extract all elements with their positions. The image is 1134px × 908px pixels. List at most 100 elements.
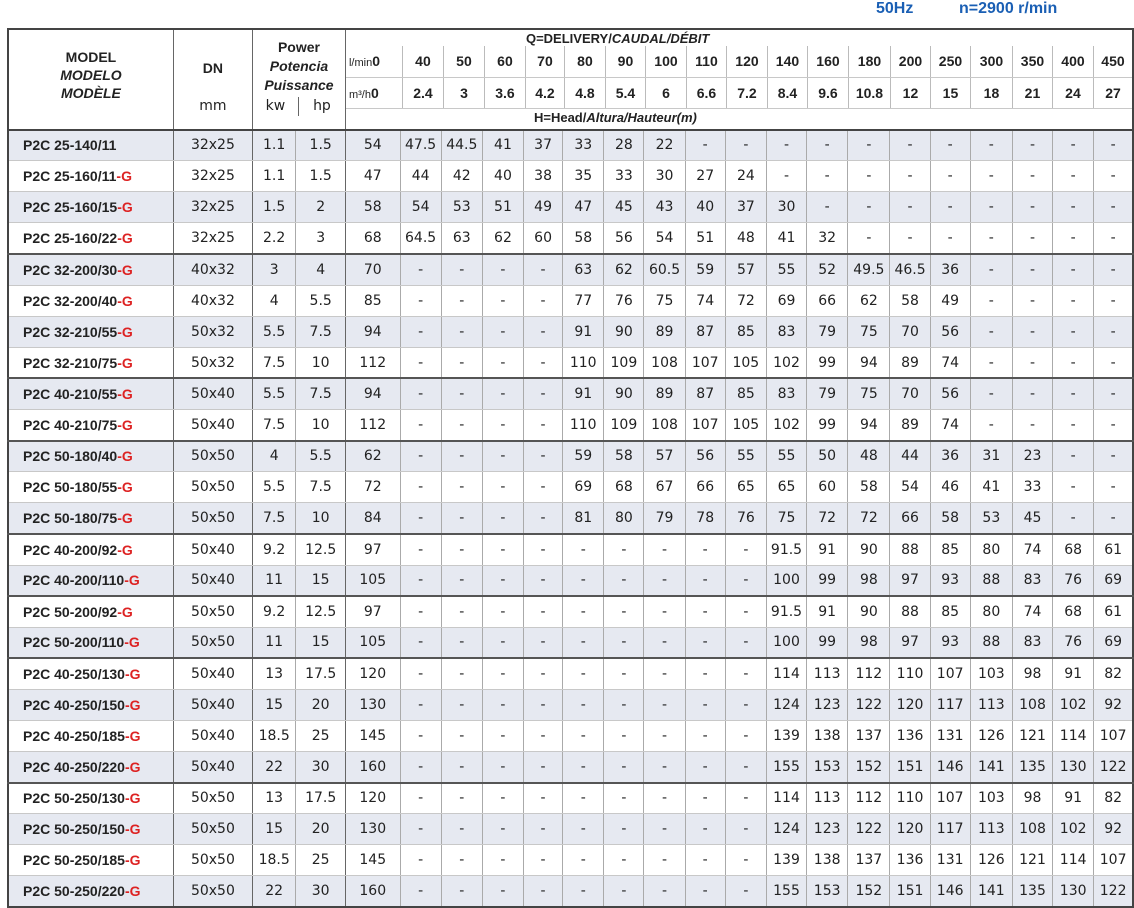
- model-label-fr: MODÈLE: [60, 85, 121, 101]
- head-cell: 97: [345, 532, 401, 566]
- head-cell: 38: [523, 160, 564, 193]
- head-cell: 88: [970, 565, 1013, 597]
- head-cell: 83: [766, 316, 808, 348]
- head-cell: -: [685, 129, 726, 162]
- head-cell: 137: [847, 844, 891, 877]
- m3h-cell: 8.4: [767, 77, 808, 109]
- head-cell: -: [441, 253, 483, 286]
- model-suffix: -G: [117, 199, 133, 216]
- head-cell: 70: [345, 253, 401, 286]
- model-name: P2C 40-250/220: [23, 758, 125, 775]
- head-cell: 65: [725, 471, 767, 504]
- head-cell: 152: [847, 751, 891, 784]
- head-cell: 83: [1012, 627, 1054, 659]
- head-cell: 90: [847, 595, 891, 628]
- head-cell: -: [685, 689, 726, 721]
- head-cell: 117: [930, 813, 971, 846]
- head-cell: -: [482, 532, 525, 566]
- head-cell: 146: [930, 751, 971, 784]
- head-cell: -: [1052, 316, 1095, 348]
- model-cell: P2C 50-200/92-G: [8, 595, 174, 628]
- head-cell: -: [562, 595, 605, 628]
- head-cell: -: [847, 160, 891, 193]
- table-row: P2C 40-250/220-G 50x40 22 30 160- - - - - - - - -155…: [8, 751, 1134, 784]
- head-cell: -: [1093, 502, 1134, 535]
- hp-cell: 17.5: [295, 781, 346, 815]
- dn-cell: 50x40: [173, 565, 253, 597]
- kw-cell: 15: [252, 813, 297, 846]
- head-cell: 40: [482, 160, 525, 193]
- head-cell: -: [970, 347, 1013, 379]
- dn-header: DN mm: [173, 29, 253, 130]
- head-cell: 91: [562, 316, 605, 348]
- head-cell: 102: [1052, 813, 1095, 846]
- kw-cell: 5.5: [252, 316, 297, 348]
- head-cell: -: [1052, 347, 1095, 379]
- head-cell: 151: [889, 751, 931, 784]
- head-cell: -: [523, 471, 564, 504]
- table-row: P2C 50-250/185-G 50x50 18.5 25 145- - - - - - - - -1…: [8, 844, 1134, 877]
- head-cell: -: [1052, 160, 1095, 193]
- head-cell: 79: [643, 502, 686, 535]
- head-cell: -: [685, 844, 726, 877]
- head-cell: 50: [806, 439, 849, 473]
- head-cell: 122: [847, 689, 891, 721]
- model-header: MODEL MODELO MODÈLE: [8, 29, 174, 130]
- dn-cell: 50x50: [173, 471, 253, 504]
- head-cell: 54: [400, 191, 442, 224]
- hp-cell: 3: [295, 222, 346, 255]
- head-cell: -: [441, 347, 483, 379]
- head-cell: 74: [685, 285, 726, 317]
- head-cell: 72: [345, 471, 401, 504]
- head-cell: -: [806, 191, 849, 224]
- head-cell: -: [685, 532, 726, 566]
- head-cell: -: [725, 751, 767, 784]
- head-cell: -: [400, 439, 442, 473]
- head-caption-en: H=Head/: [533, 109, 587, 125]
- head-cell: 113: [970, 689, 1013, 721]
- model-cell: P2C 50-200/110-G: [8, 627, 174, 659]
- head-cell: -: [685, 627, 726, 659]
- head-cell: 92: [1093, 813, 1134, 846]
- head-cell: 114: [766, 781, 808, 815]
- head-cell: -: [482, 595, 525, 628]
- model-label-en: MODEL: [65, 49, 117, 65]
- head-cell: 88: [889, 595, 931, 628]
- head-cell: -: [523, 875, 564, 908]
- head-cell: -: [970, 129, 1013, 162]
- head-cell: -: [603, 627, 645, 659]
- head-cell: 130: [1052, 875, 1095, 908]
- head-cell: 88: [970, 627, 1013, 659]
- head-cell: -: [562, 751, 605, 784]
- head-cell: 122: [1093, 875, 1134, 908]
- lmin-cell: 160: [807, 46, 849, 78]
- head-cell: -: [889, 222, 931, 255]
- head-cell: -: [482, 565, 525, 597]
- head-cell: 76: [1052, 565, 1095, 597]
- dn-cell: 50x50: [173, 595, 253, 628]
- head-cell: -: [1052, 502, 1095, 535]
- head-cell: -: [400, 502, 442, 535]
- lmin-cell: 200: [890, 46, 931, 78]
- head-cell: 93: [930, 565, 971, 597]
- kw-cell: 1.1: [252, 129, 297, 162]
- model-cell: P2C 40-250/185-G: [8, 720, 174, 753]
- head-cell: -: [970, 191, 1013, 224]
- head-cell: 105: [345, 627, 401, 659]
- head-cell: -: [523, 347, 564, 379]
- model-cell: P2C 40-250/130-G: [8, 657, 174, 690]
- model-cell: P2C 40-200/92-G: [8, 532, 174, 566]
- head-cell: -: [441, 502, 483, 535]
- dn-unit: mm: [199, 98, 227, 114]
- head-cell: -: [1093, 129, 1134, 162]
- head-cell: -: [806, 160, 849, 193]
- head-cell: 139: [766, 720, 808, 753]
- head-cell: -: [725, 875, 767, 908]
- hp-cell: 1.5: [295, 160, 346, 193]
- head-cell: 152: [847, 875, 891, 908]
- m3h-cell: 2.4: [402, 77, 444, 109]
- head-cell: 51: [685, 222, 726, 255]
- head-cell: 55: [766, 439, 808, 473]
- delivery-caption: Q=DELIVERY/CAUDAL/DÉBIT: [346, 30, 1132, 46]
- head-cell: -: [643, 751, 686, 784]
